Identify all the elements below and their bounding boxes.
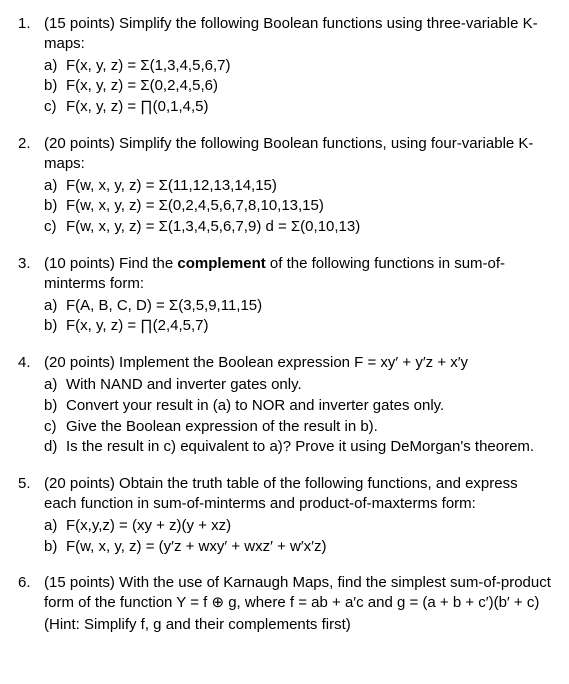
question-4-number: 4. bbox=[18, 353, 44, 458]
question-5-body: (20 points) Obtain the truth table of th… bbox=[44, 474, 551, 557]
question-1-body: (15 points) Simplify the following Boole… bbox=[44, 14, 551, 118]
question-6-number: 6. bbox=[18, 573, 44, 635]
question-3-text: (10 points) Find the complement of the f… bbox=[44, 254, 551, 294]
q4-b-text: Convert your result in (a) to NOR and in… bbox=[66, 397, 444, 414]
question-4-text: (20 points) Implement the Boolean expres… bbox=[44, 353, 551, 373]
q4-c-text: Give the Boolean expression of the resul… bbox=[66, 418, 378, 435]
part-label-a: a) bbox=[44, 56, 66, 76]
question-4: 4. (20 points) Implement the Boolean exp… bbox=[18, 353, 551, 458]
part-label-b: b) bbox=[44, 396, 66, 416]
q5-part-b: b)F(w, x, y, z) = (y′z + wxy′ + wxz′ + w… bbox=[44, 537, 551, 557]
q3-a-expr: F(A, B, C, D) = Σ(3,5,9,11,15) bbox=[66, 297, 262, 314]
q1-part-b: b)F(x, y, z) = Σ(0,2,4,5,6) bbox=[44, 76, 551, 96]
part-label-b: b) bbox=[44, 537, 66, 557]
question-1-text: (15 points) Simplify the following Boole… bbox=[44, 14, 551, 54]
question-4-body: (20 points) Implement the Boolean expres… bbox=[44, 353, 551, 458]
question-3-number: 3. bbox=[18, 254, 44, 337]
q1-b-expr: F(x, y, z) = Σ(0,2,4,5,6) bbox=[66, 77, 218, 94]
q6-hint: (Hint: Simplify f, g and their complemen… bbox=[44, 615, 551, 635]
q4-part-c: c)Give the Boolean expression of the res… bbox=[44, 417, 551, 437]
q5-b-expr: F(w, x, y, z) = (y′z + wxy′ + wxz′ + w′x… bbox=[66, 538, 326, 555]
q3-part-b: b)F(x, y, z) = ∏(2,4,5,7) bbox=[44, 316, 551, 336]
q4-part-b: b)Convert your result in (a) to NOR and … bbox=[44, 396, 551, 416]
part-label-a: a) bbox=[44, 296, 66, 316]
q2-text-pre: (20 points) Simplify the following Boole… bbox=[44, 135, 518, 152]
q4-a-text: With NAND and inverter gates only. bbox=[66, 376, 302, 393]
question-3-body: (10 points) Find the complement of the f… bbox=[44, 254, 551, 337]
q1-c-expr: F(x, y, z) = ∏(0,1,4,5) bbox=[66, 98, 209, 115]
q1-text-pre: (15 points) Simplify the following Boole… bbox=[44, 15, 523, 32]
part-label-a: a) bbox=[44, 516, 66, 536]
q2-a-expr: F(w, x, y, z) = Σ(11,12,13,14,15) bbox=[66, 177, 277, 194]
question-2: 2. (20 points) Simplify the following Bo… bbox=[18, 134, 551, 238]
part-label-b: b) bbox=[44, 76, 66, 96]
q5-part-a: a)F(x,y,z) = (xy + z)(y + xz) bbox=[44, 516, 551, 536]
q3-part-a: a)F(A, B, C, D) = Σ(3,5,9,11,15) bbox=[44, 296, 551, 316]
q2-part-b: b)F(w, x, y, z) = Σ(0,2,4,5,6,7,8,10,13,… bbox=[44, 196, 551, 216]
q4-part-d: d)Is the result in c) equivalent to a)? … bbox=[44, 437, 551, 457]
q4-d-text: Is the result in c) equivalent to a)? Pr… bbox=[66, 438, 534, 455]
question-6-body: (15 points) With the use of Karnaugh Map… bbox=[44, 573, 551, 635]
question-3-head: 3. (10 points) Find the complement of th… bbox=[18, 254, 551, 337]
part-label-c: c) bbox=[44, 97, 66, 117]
q5-a-expr: F(x,y,z) = (xy + z)(y + xz) bbox=[66, 517, 231, 534]
question-2-body: (20 points) Simplify the following Boole… bbox=[44, 134, 551, 238]
question-5-number: 5. bbox=[18, 474, 44, 557]
part-label-b: b) bbox=[44, 316, 66, 336]
q3-b-expr: F(x, y, z) = ∏(2,4,5,7) bbox=[66, 317, 209, 334]
part-label-a: a) bbox=[44, 176, 66, 196]
question-5-head: 5. (20 points) Obtain the truth table of… bbox=[18, 474, 551, 557]
question-1: 1. (15 points) Simplify the following Bo… bbox=[18, 14, 551, 118]
question-2-head: 2. (20 points) Simplify the following Bo… bbox=[18, 134, 551, 238]
q2-b-expr: F(w, x, y, z) = Σ(0,2,4,5,6,7,8,10,13,15… bbox=[66, 197, 324, 214]
q1-a-expr: F(x, y, z) = Σ(1,3,4,5,6,7) bbox=[66, 57, 230, 74]
part-label-d: d) bbox=[44, 437, 66, 457]
question-6-head: 6. (15 points) With the use of Karnaugh … bbox=[18, 573, 551, 635]
question-2-text: (20 points) Simplify the following Boole… bbox=[44, 134, 551, 174]
q2-c-expr: F(w, x, y, z) = Σ(1,3,4,5,6,7,9) d = Σ(0… bbox=[66, 218, 360, 235]
question-6: 6. (15 points) With the use of Karnaugh … bbox=[18, 573, 551, 635]
q1-part-a: a)F(x, y, z) = Σ(1,3,4,5,6,7) bbox=[44, 56, 551, 76]
q3-text-pre: (10 points) Find the bbox=[44, 255, 177, 272]
question-1-number: 1. bbox=[18, 14, 44, 118]
question-3: 3. (10 points) Find the complement of th… bbox=[18, 254, 551, 337]
q4-part-a: a)With NAND and inverter gates only. bbox=[44, 375, 551, 395]
part-label-b: b) bbox=[44, 196, 66, 216]
q1-part-c: c)F(x, y, z) = ∏(0,1,4,5) bbox=[44, 97, 551, 117]
question-5: 5. (20 points) Obtain the truth table of… bbox=[18, 474, 551, 557]
question-2-number: 2. bbox=[18, 134, 44, 238]
part-label-c: c) bbox=[44, 217, 66, 237]
question-4-head: 4. (20 points) Implement the Boolean exp… bbox=[18, 353, 551, 458]
part-label-a: a) bbox=[44, 375, 66, 395]
part-label-c: c) bbox=[44, 417, 66, 437]
q2-part-c: c)F(w, x, y, z) = Σ(1,3,4,5,6,7,9) d = Σ… bbox=[44, 217, 551, 237]
q3-bold: complement bbox=[177, 255, 265, 272]
question-5-text: (20 points) Obtain the truth table of th… bbox=[44, 474, 551, 514]
question-1-head: 1. (15 points) Simplify the following Bo… bbox=[18, 14, 551, 118]
question-6-text: (15 points) With the use of Karnaugh Map… bbox=[44, 573, 551, 613]
q2-part-a: a)F(w, x, y, z) = Σ(11,12,13,14,15) bbox=[44, 176, 551, 196]
